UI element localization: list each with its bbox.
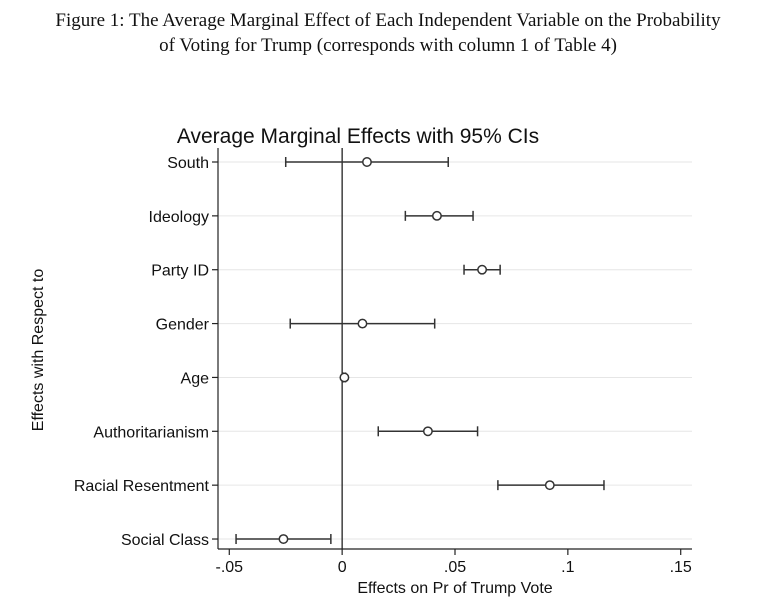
estimates-with-ci [235,157,605,545]
x-tick-label-2: .05 [444,559,466,576]
point-estimate-age [339,372,350,383]
category-label-south: South [167,155,209,172]
figure-caption-line-1: Figure 1: The Average Marginal Effect of… [55,10,721,31]
category-labels: South Ideology Party ID Gender Age Authoritar… [74,155,218,549]
estimate-gender [289,318,436,329]
estimate-social-class [235,534,332,545]
category-label-age: Age [181,370,210,387]
y-axis-title: Effects with Respect to [30,269,47,432]
estimate-authoritarianism [377,426,479,437]
chart-title: Average Marginal Effects with 95% CIs [177,125,539,148]
x-axis-title: Effects on Pr of Trump Vote [357,580,552,597]
point-estimate-social-class [278,534,289,544]
x-ticks: -.05 0 .05 .1 .15 [215,549,692,576]
axes [217,148,692,550]
estimate-ideology [404,210,474,221]
gridlines [218,161,692,540]
category-label-party-id: Party ID [151,263,209,280]
estimate-age [339,372,350,383]
point-estimate-south [362,157,372,167]
category-label-ideology: Ideology [149,209,210,226]
point-estimate-ideology [431,210,442,221]
x-tick-label-3: .1 [561,559,574,576]
x-tick-label-1: 0 [338,559,347,576]
x-tick-label-0: -.05 [215,559,243,576]
x-tick-label-4: .15 [670,559,692,576]
point-estimate-racial-resentment [544,480,555,491]
estimate-south [284,157,449,167]
figure-caption: Figure 1: The Average Marginal Effect of… [0,8,776,58]
category-label-gender: Gender [156,317,210,334]
figure-caption-line-2: of Voting for Trump (corresponds with co… [159,35,617,56]
category-label-authoritarianism: Authoritarianism [93,424,209,441]
point-estimate-party-id [477,264,488,275]
point-estimate-authoritarianism [422,426,433,437]
point-estimate-gender [357,318,368,329]
category-label-social-class: Social Class [121,532,209,549]
estimate-racial-resentment [497,480,605,491]
estimate-party-id [463,264,501,275]
category-label-racial-resentment: Racial Resentment [74,478,210,495]
